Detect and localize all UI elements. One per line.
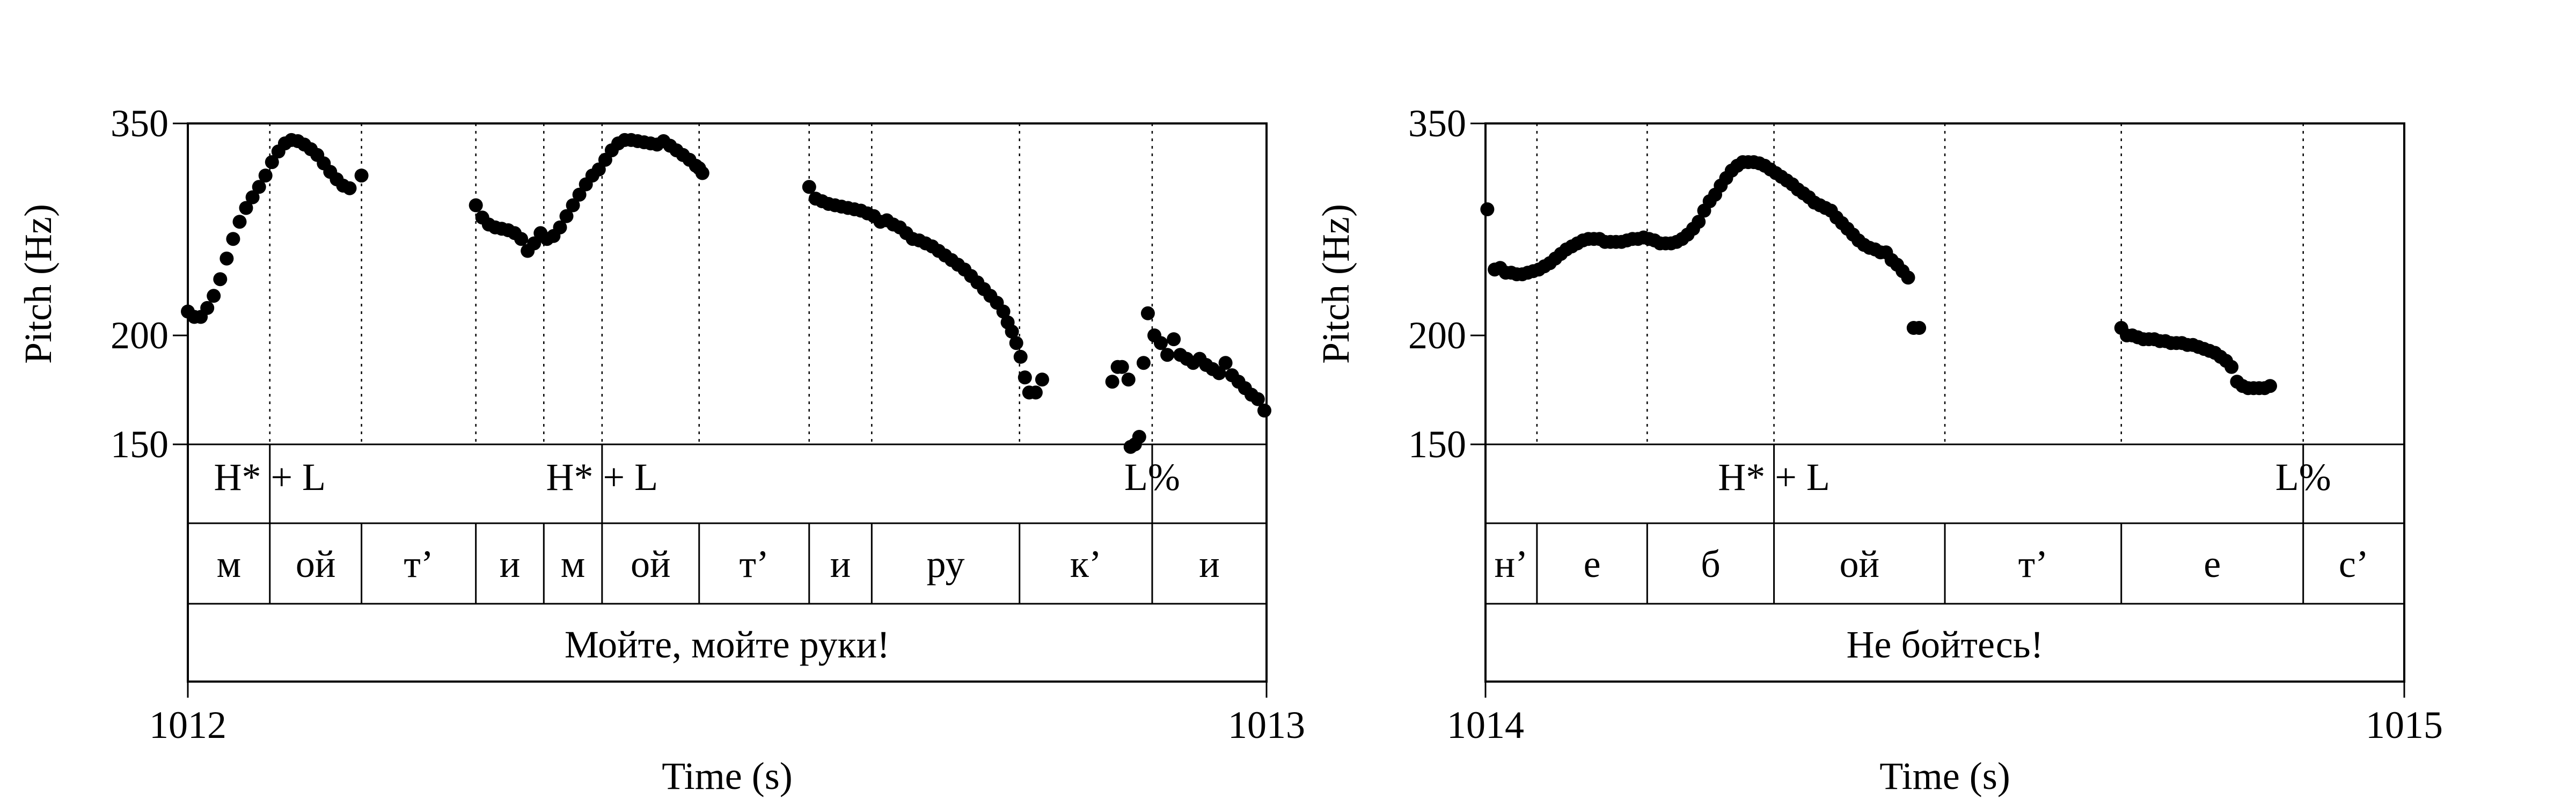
y-axis-label: Pitch (Hz) [17,204,60,364]
segment-label: т’ [404,543,433,586]
pitch-point [1005,324,1019,339]
pitch-point [245,190,260,204]
pitch-point [219,251,234,266]
pitch-point [1212,366,1226,380]
utterance-label: Не бойтесь! [1846,623,2043,666]
pitch-point [566,198,580,213]
pitch-point [226,232,240,246]
pitch-point [1140,306,1155,320]
pitch-point [342,181,357,195]
segment-label: т’ [740,543,769,586]
tone-label: H* + L [214,456,326,499]
pitch-point [354,169,369,183]
pitch-point [572,187,587,202]
pitch-point [1160,348,1175,362]
tone-label: H* + L [546,456,658,499]
segment-label: и [1199,543,1220,586]
pitch-point [1018,370,1032,385]
pitch-point [252,180,266,194]
segment-label: ру [926,543,964,586]
plot-frame [187,122,1268,683]
x-axis-label: Time (s) [1879,755,2010,797]
tone-label: L% [1124,456,1180,499]
segment-label: т’ [2018,543,2048,586]
pitch-point [239,201,253,215]
pitch-point [1167,332,1181,347]
pitch-point [1218,356,1233,370]
pitch-point [1115,360,1129,374]
segment-label: ой [631,543,671,586]
tone-label: H* + L [1718,456,1830,499]
segment-label: м [217,543,241,586]
x-axis-label: Time (s) [662,755,792,797]
pitch-point [2224,360,2239,374]
pitch-point [1035,372,1049,387]
y-tick-label: 150 [1408,423,1466,466]
pitch-point [1121,372,1136,387]
x-tick-label: 1014 [1447,704,1524,747]
segment-label: с’ [2339,543,2369,586]
pitch-points [1480,155,2277,396]
y-tick-label: 200 [1408,314,1466,357]
pitch-point [1154,336,1168,350]
x-tick-label: 1012 [149,704,226,747]
segment-label: е [1584,543,1601,586]
pitch-point [802,180,816,194]
pitch-point [553,220,567,235]
pitch-point [213,272,228,287]
pitch-point [1480,202,1495,216]
segment-label: и [500,543,521,586]
y-tick-label: 350 [1408,102,1466,145]
segment-label: и [830,543,851,586]
pitch-point [1136,356,1151,370]
pitch-point [1901,270,1915,285]
y-axis-label: Pitch (Hz) [1314,204,1357,364]
y-tick-label: 150 [111,423,169,466]
segment-label: н’ [1495,543,1528,586]
x-tick-label: 1015 [2366,704,2443,747]
pitch-point [258,169,273,183]
pitch-point [1257,404,1271,418]
x-tick-label: 1013 [1228,704,1305,747]
segment-label: м [561,543,586,586]
pitch-point [469,198,483,213]
pitch-point [1105,375,1119,389]
pitch-point [1013,349,1028,364]
pitch-point [200,301,215,315]
pitch-points [181,133,1271,454]
tone-label: L% [2275,456,2331,499]
pitch-point [514,232,529,246]
pitch-point [232,215,247,229]
utterance-label: Мойте, мойте руки! [565,623,890,666]
pitch-point [1132,430,1146,444]
pitch-point [559,209,574,223]
segment-label: ой [1840,543,1880,586]
segment-label: ой [296,543,336,586]
y-tick-label: 350 [111,102,169,145]
pitch-point [1028,385,1043,400]
segment-label: к’ [1070,543,1102,586]
pitch-point [1009,336,1023,350]
pitch-point [1250,392,1265,406]
pitch-point [265,155,279,170]
right-panel: H* + L L% н’ е б ой т’ е с’ Не бойтесь! 150 200 350 1… [1314,102,2443,797]
y-tick-label: 200 [111,314,169,357]
pitch-point [692,161,706,175]
pitch-point [1692,215,1706,229]
segment-label: е [2204,543,2221,586]
pitch-point [527,236,541,251]
pitch-point [2263,379,2277,393]
segment-label: б [1701,543,1721,586]
pitch-point [207,289,221,303]
pitch-point [1912,321,1927,335]
pitch-point [996,304,1011,319]
